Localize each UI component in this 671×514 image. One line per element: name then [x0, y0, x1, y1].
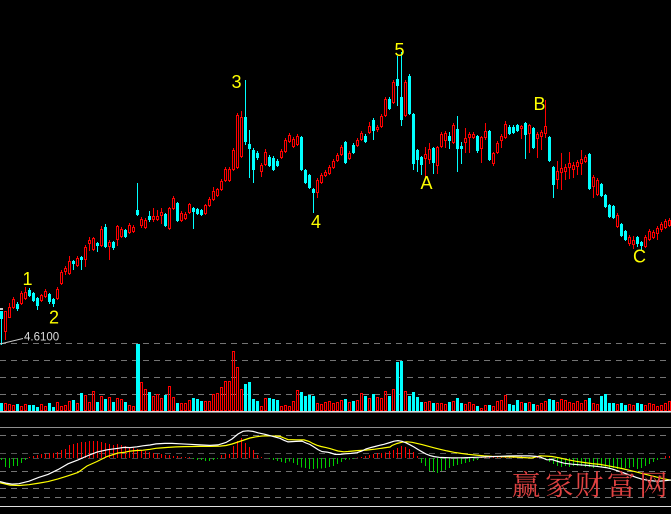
svg-text:1: 1 — [23, 269, 33, 289]
svg-text:B: B — [534, 94, 546, 114]
svg-text:3: 3 — [232, 72, 242, 92]
svg-text:4.6100: 4.6100 — [24, 332, 59, 344]
svg-text:5: 5 — [395, 40, 405, 60]
svg-text:2: 2 — [49, 308, 59, 328]
svg-text:4: 4 — [311, 212, 321, 232]
svg-text:A: A — [421, 173, 433, 193]
svg-text:C: C — [633, 247, 646, 267]
